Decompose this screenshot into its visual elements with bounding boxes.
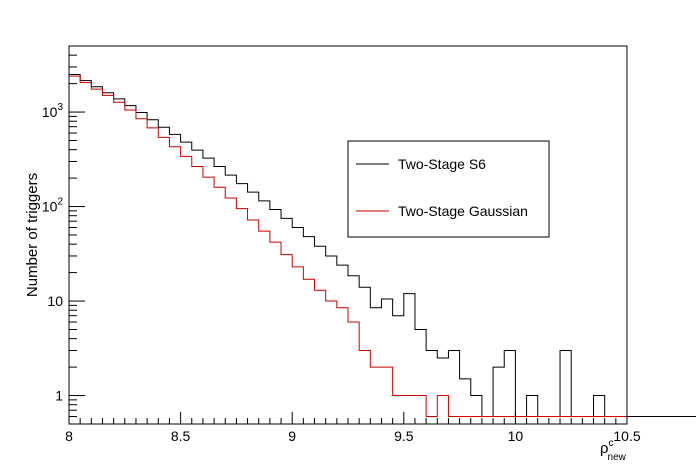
x-axis-title: ρc new xyxy=(600,438,627,463)
y-axis: 1 10 102 103 xyxy=(42,45,85,425)
legend: Two-Stage S6 Two-Stage Gaussian xyxy=(347,140,550,238)
y-axis-title: Number of triggers xyxy=(24,173,41,297)
x-tick-label: 10 xyxy=(508,428,524,444)
x-tick-label: 9.5 xyxy=(394,428,414,444)
y-tick-label: 103 xyxy=(42,102,64,120)
x-tick-label: 10.5 xyxy=(613,428,640,444)
series-line-1 xyxy=(69,75,627,418)
x-axis: 8 8.5 9 9.5 10 10.5 xyxy=(65,412,641,444)
x-axis-title-superscript: c xyxy=(609,438,614,449)
x-tick-label: 9 xyxy=(288,428,296,444)
series-layer xyxy=(69,73,696,418)
legend-box xyxy=(347,140,550,238)
series-line-0 xyxy=(69,73,696,418)
legend-label-s6: Two-Stage S6 xyxy=(398,156,486,172)
x-axis-title-symbol: ρ xyxy=(600,440,609,457)
y-tick-label: 1 xyxy=(55,388,63,404)
x-tick-label: 8 xyxy=(65,428,73,444)
x-axis-title-subscript: new xyxy=(608,452,627,463)
legend-label-gaussian: Two-Stage Gaussian xyxy=(398,203,528,219)
y-tick-label: 102 xyxy=(42,197,64,215)
x-tick-label: 8.5 xyxy=(171,428,191,444)
y-tick-label: 10 xyxy=(47,293,63,309)
